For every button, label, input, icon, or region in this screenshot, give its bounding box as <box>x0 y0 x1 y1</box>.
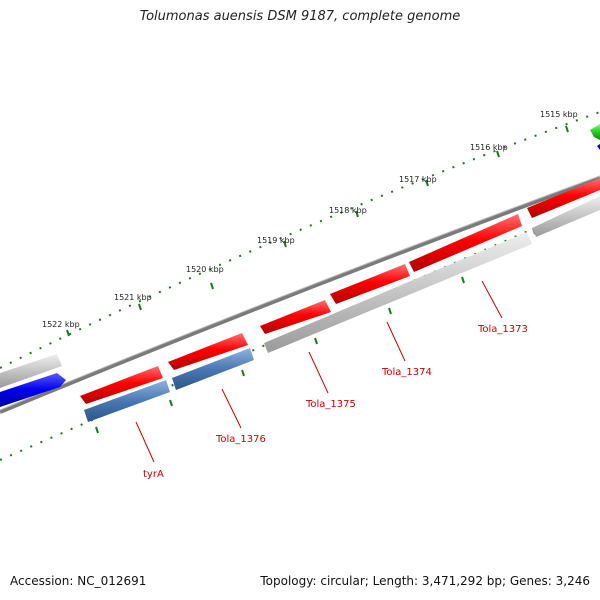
cds-tola-1376 <box>168 333 248 370</box>
ruler-label-1518: 1518 kbp <box>329 206 367 215</box>
gene-tola-1375-1374 <box>264 232 532 353</box>
cds-tola-1374b <box>409 214 522 272</box>
accession-text: Accession: NC_012691 <box>10 574 147 588</box>
cds-tyrA <box>80 366 163 404</box>
gene-tola-1373 <box>532 196 600 237</box>
label-leaders <box>135 280 503 463</box>
map-title: Tolumonas auensis DSM 9187, complete gen… <box>139 9 461 24</box>
gene-tola-1376 <box>172 348 254 390</box>
cds-tola-1374a <box>330 264 410 304</box>
cds-tola-1373 <box>527 178 600 218</box>
ruler-label-1520: 1520 kbp <box>186 265 224 274</box>
gene-label-tola-1373: Tola_1373 <box>477 324 528 335</box>
ruler-label-1522: 1522 kbp <box>42 320 80 329</box>
ruler-label-1519: 1519 kbp <box>257 236 295 245</box>
gene-label-tola-1375: Tola_1375 <box>305 399 356 410</box>
blue-feature-right <box>597 144 600 150</box>
gene-tyrA <box>84 380 170 422</box>
green-feature-right <box>590 124 600 140</box>
ruler-ticks-outer <box>0 111 600 369</box>
ruler-label-1521: 1521 kbp <box>114 293 152 302</box>
gene-label-tyrA: tyrA <box>143 469 164 480</box>
ruler-label-1516: 1516 kbp <box>470 143 508 152</box>
ruler-label-1517: 1517 kbp <box>399 175 437 184</box>
gene-label-tola-1376: Tola_1376 <box>215 434 266 445</box>
genome-backbone <box>0 176 600 414</box>
major-ticks <box>66 125 569 337</box>
gene-feature-left <box>0 354 62 388</box>
cds-tola-1375 <box>260 300 331 334</box>
ruler-ticks-inner <box>0 199 600 461</box>
gene-label-tola-1374: Tola_1374 <box>381 367 432 378</box>
ruler-label-1515: 1515 kbp <box>540 110 578 119</box>
blue-cds-feature-left <box>0 373 66 407</box>
topology-text: Topology: circular; Length: 3,471,292 bp… <box>260 574 590 588</box>
